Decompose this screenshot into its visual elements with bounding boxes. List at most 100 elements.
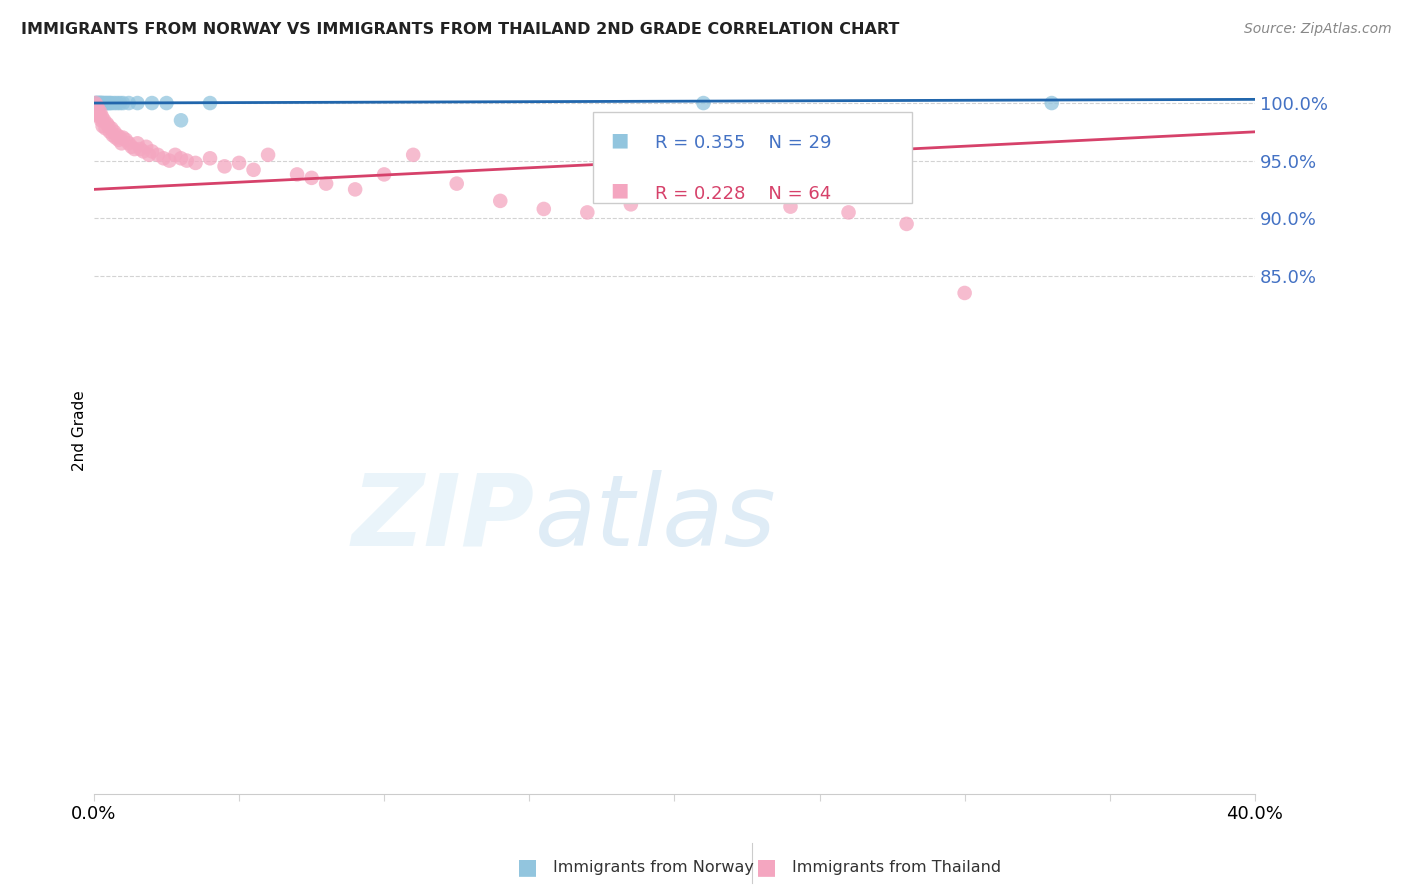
Point [779,200,801,214]
Point [86,98,108,112]
Point [373,168,395,182]
Point [344,182,367,196]
Point [838,205,860,219]
Point [721,188,744,202]
Point [100,121,122,136]
Point [86,96,108,111]
Point [664,174,686,188]
Point [896,217,918,231]
Point [93,113,115,128]
Text: atlas: atlas [536,469,776,566]
Point [620,197,643,211]
Text: Source: ZipAtlas.com: Source: ZipAtlas.com [1244,22,1392,37]
Point [141,145,163,159]
Point [90,113,112,128]
Point [214,160,236,174]
Point [176,153,198,168]
Point [170,113,193,128]
Point [108,130,131,145]
Point [129,142,152,156]
Point [1040,96,1063,111]
Y-axis label: 2nd Grade: 2nd Grade [72,391,87,472]
Text: ■: ■ [756,857,776,877]
Point [87,102,110,116]
Point [84,102,107,116]
Point [115,133,138,147]
Point [97,96,120,111]
Point [198,96,221,111]
Point [105,96,128,111]
Point [84,96,107,111]
Point [91,96,114,111]
Point [170,151,193,165]
Point [86,105,108,120]
Point [155,96,177,111]
Point [301,170,323,185]
Point [84,96,107,111]
Point [132,145,155,159]
Point [89,96,111,111]
Point [402,148,425,162]
Point [228,156,250,170]
Point [89,96,111,111]
Point [533,202,555,216]
Point [141,96,163,111]
Text: ■: ■ [610,181,628,200]
Point [184,156,207,170]
Point [315,177,337,191]
Point [90,96,112,111]
Point [198,151,221,165]
Point [103,125,125,139]
Point [89,107,111,121]
Text: ZIP: ZIP [352,469,536,566]
Point [97,119,120,133]
Point [87,96,110,111]
Point [127,136,149,151]
Point [86,96,108,111]
Point [692,96,714,111]
Point [124,142,146,156]
Point [84,96,107,111]
Point [138,148,160,162]
Point [489,194,512,208]
Point [91,119,114,133]
Point [94,121,117,136]
Point [100,96,122,111]
Text: Immigrants from Thailand: Immigrants from Thailand [792,860,1001,874]
Point [111,130,134,145]
Point [105,128,128,143]
Text: IMMIGRANTS FROM NORWAY VS IMMIGRANTS FROM THAILAND 2ND GRADE CORRELATION CHART: IMMIGRANTS FROM NORWAY VS IMMIGRANTS FRO… [21,22,900,37]
Point [257,148,280,162]
Point [242,162,264,177]
Point [89,110,111,124]
Point [446,177,468,191]
Point [107,133,129,147]
Point [576,205,599,219]
Point [91,110,114,124]
Point [953,285,976,300]
FancyBboxPatch shape [593,112,912,202]
Point [285,168,308,182]
Point [108,96,131,111]
Point [89,96,111,111]
Point [118,96,141,111]
Point [103,96,125,111]
Text: Immigrants from Norway: Immigrants from Norway [553,860,754,874]
Point [104,130,127,145]
Point [165,148,187,162]
Point [101,128,124,143]
Point [98,125,121,139]
Point [157,153,180,168]
Point [111,96,134,111]
Point [135,140,157,154]
Point [127,96,149,111]
Point [118,136,141,151]
Point [110,136,132,151]
Text: ■: ■ [517,857,537,877]
Text: R = 0.355    N = 29: R = 0.355 N = 29 [655,134,831,152]
Point [152,151,174,165]
Point [96,96,118,111]
Text: ■: ■ [610,130,628,149]
Point [121,140,143,154]
Point [89,105,111,120]
